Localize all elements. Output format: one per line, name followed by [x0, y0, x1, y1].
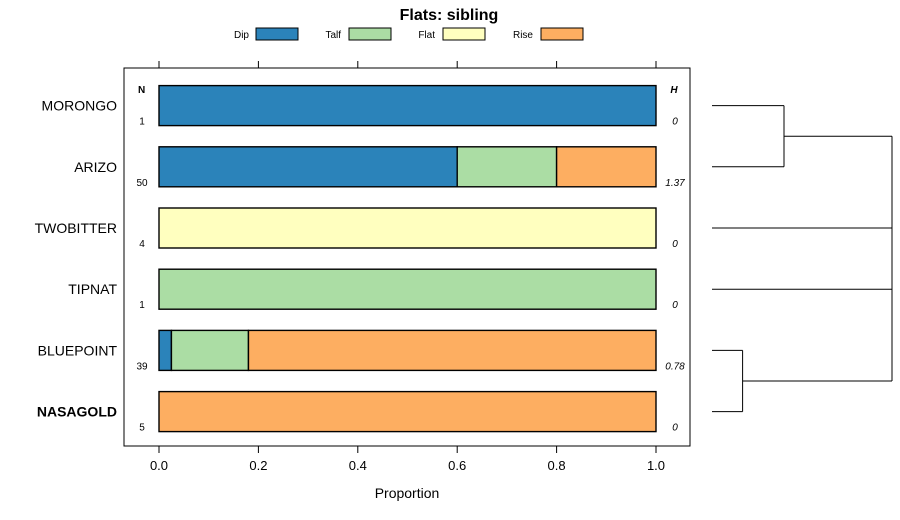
bar-morongo-dip: [158, 84, 657, 127]
n-value-tipnat: 1: [139, 300, 145, 311]
top-axis-ticks: [158, 61, 657, 68]
legend-swatch-talf: [348, 27, 392, 41]
bars: [158, 84, 657, 433]
h-value-twobitter: 0: [672, 239, 678, 250]
tick-label-2: 0.4: [349, 458, 367, 473]
legend-swatch-rise: [540, 27, 584, 41]
n-header: N: [138, 85, 145, 96]
n-value-arizo: 50: [136, 178, 148, 189]
x-axis-title: Proportion: [375, 485, 440, 501]
category-label-morongo: MORONGO: [42, 98, 118, 114]
category-label-nasagold: NASAGOLD: [37, 404, 117, 420]
x-axis: 0.0 0.2 0.4 0.6 0.8 1.0: [150, 446, 665, 473]
legend: Dip Talf Flat Rise: [234, 27, 584, 41]
tick-label-3: 0.6: [448, 458, 466, 473]
h-header: H: [670, 85, 678, 96]
h-value-tipnat: 0: [672, 300, 678, 311]
legend-swatch-flat: [442, 27, 486, 41]
category-label-tipnat: TIPNAT: [68, 281, 117, 297]
legend-swatch-dip: [255, 27, 299, 41]
bar-twobitter-flat: [158, 207, 657, 249]
n-value-bluepoint: 39: [136, 361, 148, 372]
legend-label-flat: Flat: [418, 30, 435, 41]
h-value-arizo: 1.37: [665, 178, 685, 189]
bar-arizo-rise: [555, 146, 657, 188]
tick-label-4: 0.8: [548, 458, 566, 473]
n-column: 1 50 4 1 39 5: [136, 117, 148, 434]
category-label-arizo: ARIZO: [74, 159, 117, 175]
bar-arizo-dip: [158, 146, 458, 188]
plot-panel: [123, 67, 691, 447]
chart-title: Flats: sibling: [400, 7, 499, 24]
n-value-morongo: 1: [139, 117, 145, 128]
h-value-bluepoint: 0.78: [665, 361, 685, 372]
legend-label-dip: Dip: [234, 30, 249, 41]
bar-nasagold-rise: [158, 390, 657, 433]
tick-label-0: 0.0: [150, 458, 168, 473]
tick-label-1: 0.2: [249, 458, 267, 473]
h-value-morongo: 0: [672, 117, 678, 128]
bar-arizo-talf: [456, 146, 558, 188]
bar-tipnat-talf: [158, 268, 657, 310]
category-labels: MORONGO ARIZO TWOBITTER TIPNAT BLUEPOINT NASA…: [35, 98, 118, 420]
bar-bluepoint-talf: [170, 329, 250, 372]
bar-bluepoint-dip: [158, 329, 173, 372]
n-value-twobitter: 4: [139, 239, 145, 250]
bar-bluepoint-rise: [247, 329, 657, 372]
category-label-twobitter: TWOBITTER: [35, 220, 117, 236]
category-label-bluepoint: BLUEPOINT: [38, 342, 118, 358]
legend-label-rise: Rise: [513, 30, 533, 41]
dendrogram: [712, 105, 893, 413]
legend-label-talf: Talf: [325, 30, 341, 41]
h-column: 0 1.37 0 0 0.78 0: [665, 117, 685, 434]
tick-label-5: 1.0: [647, 458, 665, 473]
n-value-nasagold: 5: [139, 423, 145, 434]
h-value-nasagold: 0: [672, 423, 678, 434]
